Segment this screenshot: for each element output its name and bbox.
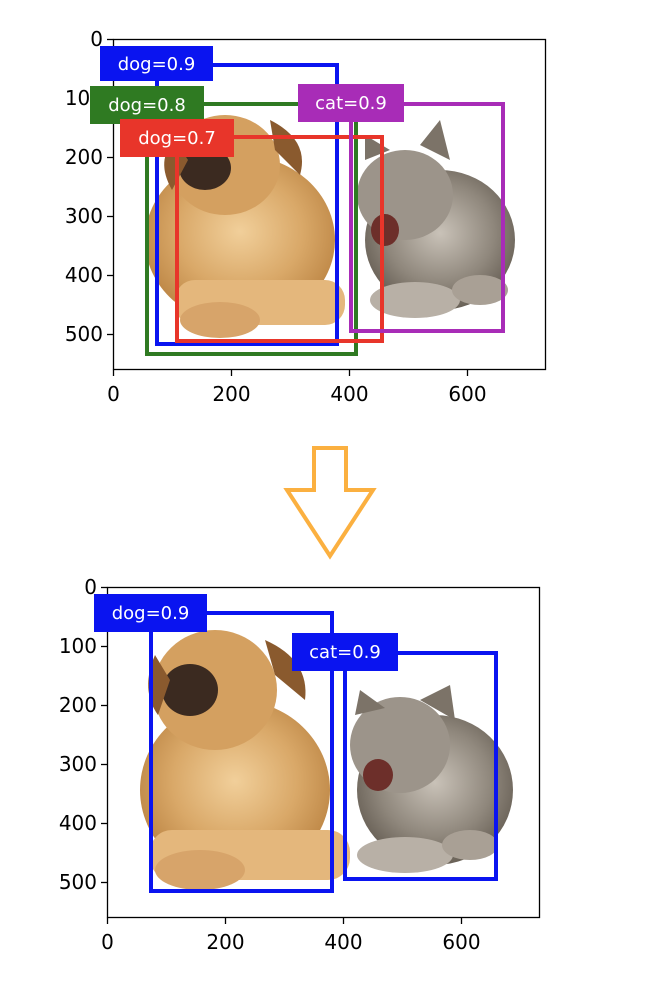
x-tick-label: 400: [324, 930, 362, 954]
bounding-boxes-bottom: [149, 611, 498, 893]
box-label: dog=0.9: [112, 603, 190, 624]
axes-frame-top: [112, 38, 547, 371]
x-tick-label: 0: [101, 930, 114, 954]
box-label: dog=0.8: [108, 95, 186, 116]
y-tick-label: 200: [65, 145, 103, 169]
box-label: dog=0.7: [138, 128, 216, 149]
x-tick-label: 200: [206, 930, 244, 954]
axes-frame-bottom: [106, 586, 541, 919]
label-bg: [292, 633, 398, 671]
x-axis-top: 0 200 400 600: [107, 369, 487, 406]
label-bg: [94, 594, 207, 632]
x-tick-label: 600: [442, 930, 480, 954]
bbox-cat-0-9: [349, 102, 505, 333]
x-tick-label: 600: [448, 382, 486, 406]
bounding-boxes-top: [145, 63, 505, 356]
box-label: cat=0.9: [315, 93, 387, 114]
box-label: dog=0.9: [118, 54, 196, 75]
y-tick-label: 0: [90, 27, 103, 51]
bbox-dog-0-9: [155, 63, 339, 346]
y-tick-label: 100: [59, 634, 97, 658]
y-axis-top: 0 100 200 300 400 500: [65, 27, 114, 346]
label-bg: [298, 84, 404, 122]
bbox-cat-0-9: [343, 651, 498, 881]
x-tick-label: 0: [107, 382, 120, 406]
y-tick-label: 300: [59, 752, 97, 776]
x-tick-label: 400: [330, 382, 368, 406]
box-label: cat=0.9: [309, 642, 381, 663]
panel-after-nms: 0 100 200 300 400 500 0 200 400 600 dog=…: [59, 575, 541, 954]
y-tick-label: 400: [59, 811, 97, 835]
panel-before-nms: 0 100 200 300 400 500 0 200 400 600: [65, 27, 547, 406]
y-tick-label: 0: [84, 575, 97, 599]
y-axis-bottom: 0 100 200 300 400 500: [59, 575, 108, 894]
box-labels-bottom: dog=0.9 cat=0.9: [94, 594, 398, 671]
bbox-dog-0-9: [149, 611, 334, 893]
label-bg: [100, 46, 213, 81]
y-tick-label: 200: [59, 693, 97, 717]
y-tick-label: 400: [65, 263, 103, 287]
label-bg: [120, 119, 234, 157]
label-bg: [90, 86, 204, 124]
x-axis-bottom: 0 200 400 600: [101, 917, 481, 954]
bbox-dog-0-8: [145, 102, 358, 356]
y-tick-label: 500: [65, 322, 103, 346]
down-arrow-icon: [283, 446, 377, 560]
y-tick-label: 300: [65, 204, 103, 228]
photo-dog-cat-bottom: [140, 630, 513, 890]
bbox-dog-0-7: [175, 135, 384, 343]
x-tick-label: 200: [212, 382, 250, 406]
box-labels-top: dog=0.9 dog=0.8 dog=0.7 cat=0.9: [90, 46, 404, 157]
y-tick-label: 500: [59, 870, 97, 894]
